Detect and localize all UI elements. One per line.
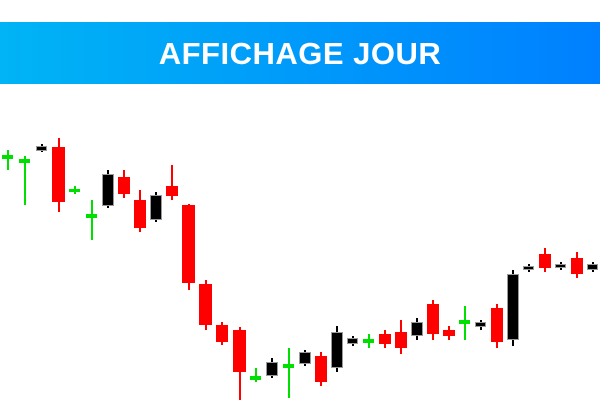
candle-wick — [7, 150, 9, 170]
candle-body — [459, 320, 470, 324]
candle-body — [587, 264, 598, 270]
candle-body — [315, 356, 327, 382]
candle-body — [363, 339, 374, 343]
candle-body — [2, 155, 13, 159]
candle-body — [395, 332, 407, 348]
candle-body — [571, 258, 583, 274]
candle-body — [299, 352, 311, 364]
candle-body — [199, 284, 212, 325]
candle-body — [52, 147, 65, 202]
candle-body — [379, 334, 391, 344]
candle-body — [118, 177, 130, 194]
candle-body — [411, 322, 423, 336]
candle-wick — [171, 165, 173, 200]
candle-body — [182, 205, 195, 283]
header-banner: AFFICHAGE JOUR — [0, 22, 600, 84]
candle-body — [36, 146, 47, 151]
candle-body — [69, 189, 80, 192]
candle-wick — [91, 200, 93, 240]
candle-body — [443, 330, 455, 336]
candle-body — [427, 304, 439, 334]
candle-body — [283, 364, 294, 368]
candle-wick — [255, 368, 257, 382]
candle-body — [475, 322, 486, 327]
candle-body — [19, 159, 30, 163]
candle-body — [166, 186, 178, 196]
candle-body — [555, 264, 566, 268]
candle-body — [507, 274, 519, 340]
candle-wick — [288, 348, 290, 398]
candle-body — [134, 200, 146, 228]
candle-body — [491, 308, 503, 342]
candle-body — [539, 254, 551, 268]
candle-body — [266, 362, 278, 376]
candle-body — [523, 266, 534, 270]
candlestick-chart[interactable] — [0, 100, 600, 400]
candle-body — [86, 214, 97, 218]
candle-body — [233, 330, 246, 372]
candle-body — [216, 325, 228, 342]
page-title: AFFICHAGE JOUR — [158, 35, 442, 71]
candle-body — [331, 332, 343, 368]
candle-body — [102, 174, 114, 206]
candle-body — [150, 195, 162, 220]
candle-wick — [24, 156, 26, 205]
candle-body — [347, 338, 358, 344]
candle-body — [250, 376, 261, 380]
